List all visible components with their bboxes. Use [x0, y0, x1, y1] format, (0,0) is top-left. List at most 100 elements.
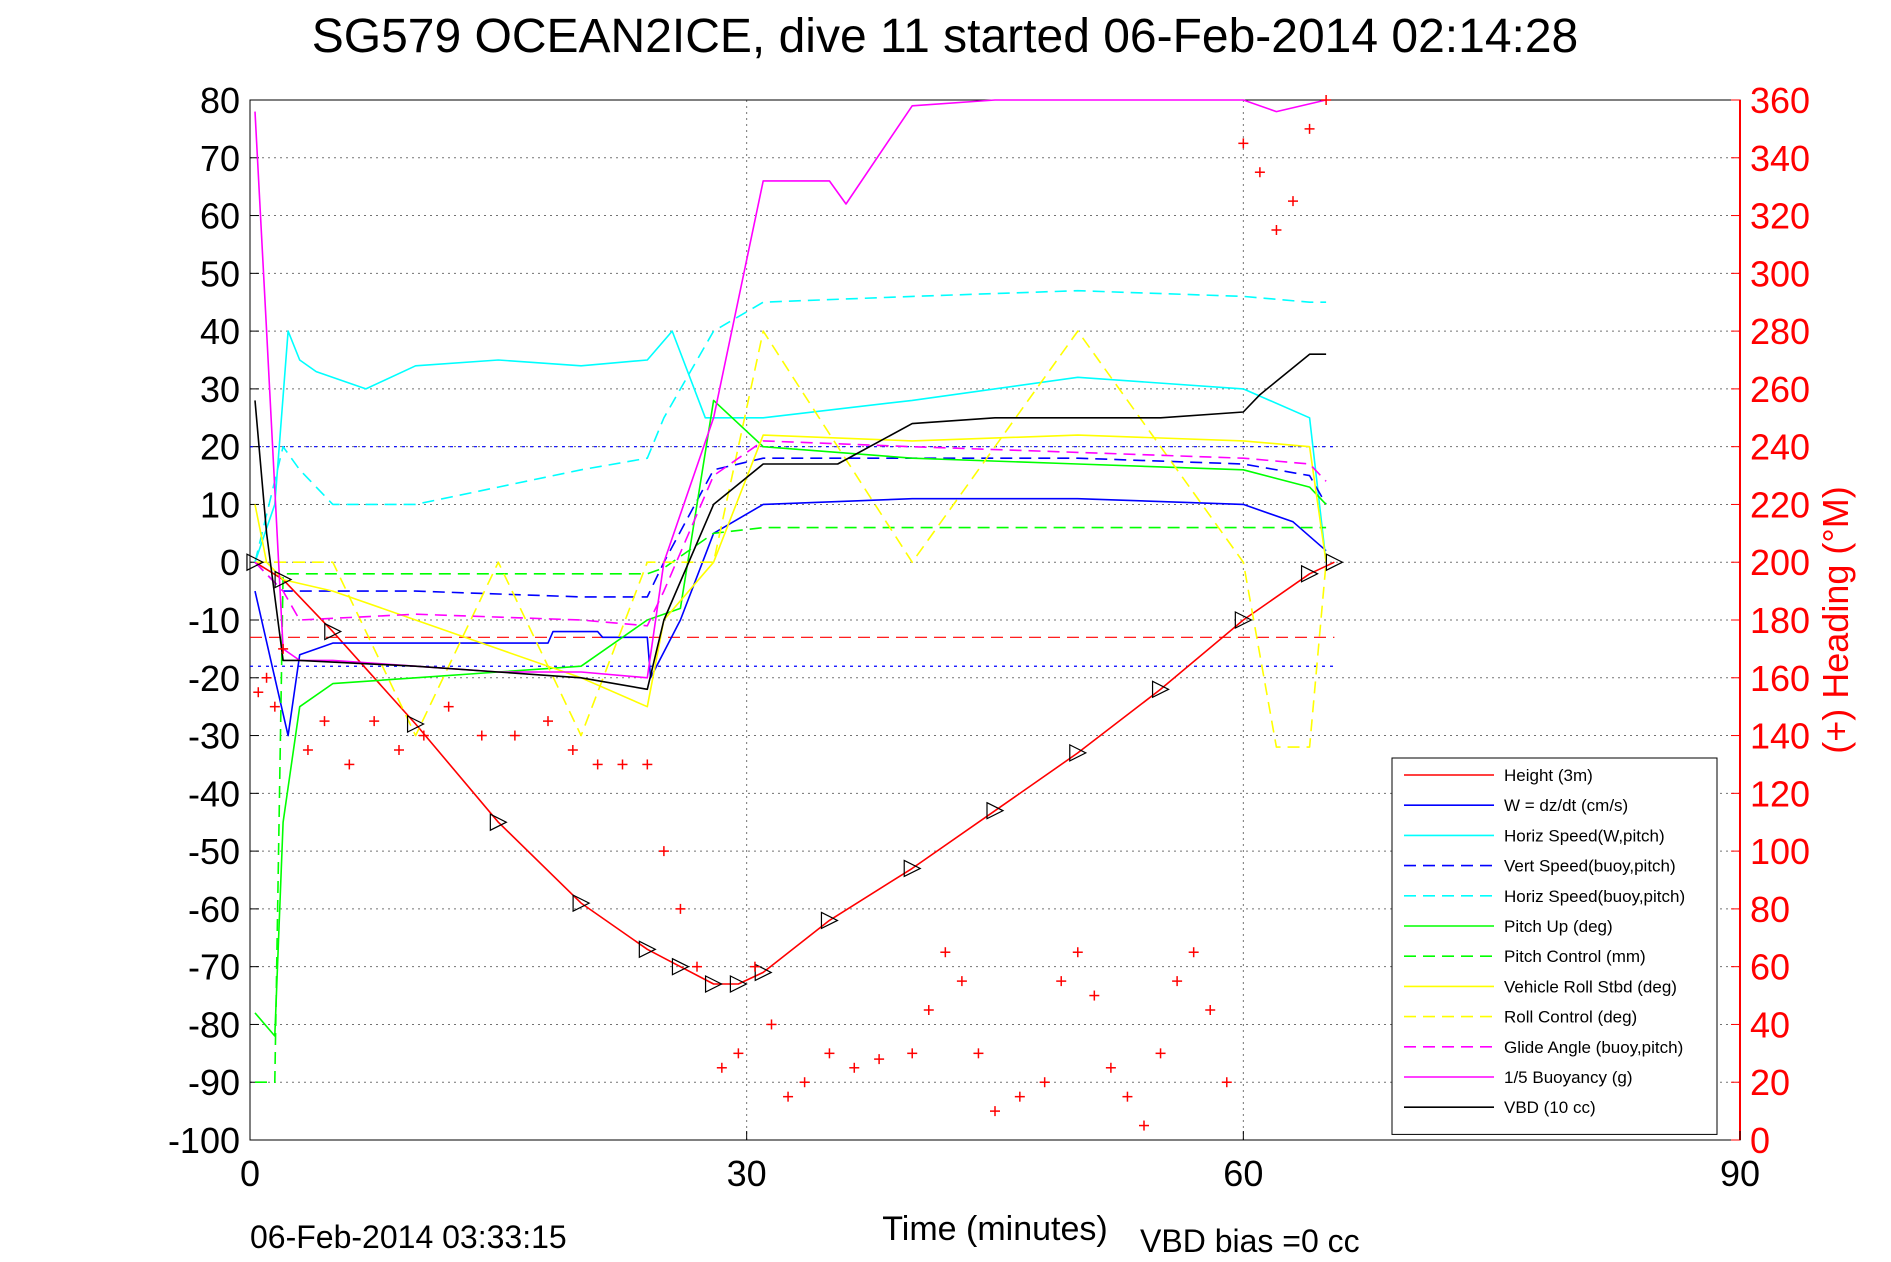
y-tick-label: 50 [200, 253, 240, 294]
y2-tick-label: 120 [1750, 773, 1810, 814]
legend-label: Pitch Up (deg) [1504, 917, 1613, 936]
heading-point [509, 730, 520, 741]
legend-label: Roll Control (deg) [1504, 1008, 1637, 1027]
heading-point [269, 701, 280, 712]
height-marker [572, 894, 591, 913]
height-marker [1069, 743, 1088, 762]
heading-point [733, 1048, 744, 1059]
right-axis: 0 20 40 60 80 100 120 140 160 180 200 220 240 260 280 3… [1731, 80, 1810, 1161]
heading-point [907, 1048, 918, 1059]
heading-point [990, 1106, 1000, 1117]
heading-point [1122, 1091, 1133, 1102]
heading-point [675, 903, 686, 914]
heading-point [1056, 976, 1067, 987]
heading-point [261, 672, 272, 683]
legend-label: Height (3m) [1504, 766, 1593, 785]
left-tick-labels: -100-90-80-70-60-50-40-30-20-10010203040… [168, 80, 259, 1161]
height-marker [324, 622, 343, 641]
heading-point [749, 961, 760, 972]
series-glide-angle-buoy-pitch [254, 440, 1327, 627]
heading-point [543, 716, 553, 727]
heading-point [369, 716, 380, 727]
y2-tick-label: 100 [1750, 831, 1810, 872]
height-marker [704, 975, 723, 993]
heading-point [1321, 95, 1332, 105]
heading-point [592, 759, 603, 770]
heading-point [1089, 990, 1100, 1001]
y2-tick-label: 160 [1750, 658, 1810, 699]
heading-point [1139, 1120, 1149, 1131]
heading-point [824, 1048, 835, 1059]
height-marker [274, 570, 293, 589]
heading-point [940, 947, 951, 958]
heading-point [973, 1048, 984, 1059]
heading-point [874, 1054, 885, 1065]
reference-lines [250, 446, 1335, 667]
height-marker [406, 715, 425, 733]
heading-point [923, 1005, 934, 1015]
heading-point [1155, 1048, 1166, 1059]
x-tick-label: 60 [1223, 1153, 1263, 1194]
legend-label: W = dz/dt (cm/s) [1504, 796, 1628, 815]
legend: Height (3m) W = dz/dt (cm/s) Horiz Speed(W… [1391, 757, 1718, 1135]
y-tick-label: -60 [188, 889, 240, 930]
y-tick-label: -10 [188, 600, 240, 641]
height-marker [1325, 553, 1344, 572]
y2-tick-label: 180 [1750, 600, 1810, 641]
heading-point [1288, 196, 1298, 207]
y-tick-label: 80 [200, 80, 240, 121]
heading-point [1172, 976, 1183, 987]
y-tick-label: 0 [220, 542, 240, 583]
bottom-tick-labels: 0 30 60 90 [240, 1131, 1760, 1194]
heading-point [766, 1019, 777, 1030]
heading-point [1238, 138, 1249, 149]
heading-point [1188, 947, 1199, 958]
height-marker [638, 940, 657, 959]
y2-tick-label: 280 [1750, 311, 1810, 352]
heading-point [799, 1077, 810, 1088]
x-tick-label: 0 [240, 1153, 260, 1194]
y-tick-label: -70 [188, 947, 240, 988]
height-marker [986, 801, 1005, 820]
footer-timestamp: 06-Feb-2014 03:33:15 [250, 1219, 567, 1255]
heading-point [1221, 1077, 1232, 1088]
y2-tick-label: 360 [1750, 80, 1810, 121]
y2-tick-label: 320 [1750, 196, 1810, 237]
heading-point [849, 1062, 860, 1073]
y2-tick-label: 40 [1750, 1004, 1790, 1045]
legend-label: Horiz Speed(W,pitch) [1504, 826, 1665, 845]
height-marker [729, 975, 748, 993]
heading-point [783, 1091, 794, 1102]
y-tick-label: -30 [188, 716, 240, 757]
heading-point [418, 730, 429, 741]
heading-point [1205, 1005, 1216, 1015]
y-tick-label: -100 [168, 1120, 240, 1161]
y-tick-label: -40 [188, 773, 240, 814]
y2-tick-label: 220 [1750, 484, 1810, 525]
height-marker [1151, 680, 1170, 699]
x-tick-label: 90 [1720, 1153, 1760, 1194]
legend-label: Horiz Speed(buoy,pitch) [1504, 887, 1685, 906]
heading-point [1072, 947, 1083, 958]
y2-axis-label: (+) Heading (°M) [1815, 486, 1856, 753]
legend-label: 1/5 Buoyancy (g) [1504, 1068, 1633, 1087]
heading-point [253, 687, 264, 698]
heading-point [642, 759, 653, 770]
heading-point [278, 643, 289, 654]
y2-tick-label: 300 [1750, 253, 1810, 294]
legend-label: Glide Angle (buoy,pitch) [1504, 1038, 1683, 1057]
height-marker [489, 813, 508, 832]
height-marker [671, 957, 690, 976]
heading-point [1105, 1062, 1116, 1073]
height-marker [754, 963, 773, 982]
series-horiz-speed-w-pitch [254, 330, 1327, 563]
series-vbd-10-cc [254, 353, 1327, 691]
series-horiz-speed-buoy-pitch [254, 289, 1327, 563]
heading-point [1039, 1077, 1050, 1088]
y2-tick-label: 140 [1750, 716, 1810, 757]
plot-area: 0204060801001201401601802002202402602803… [168, 80, 1810, 1194]
heading-scatter [253, 95, 1332, 1131]
series-pitch-up-deg [254, 399, 1327, 1037]
heading-point [1014, 1091, 1025, 1102]
